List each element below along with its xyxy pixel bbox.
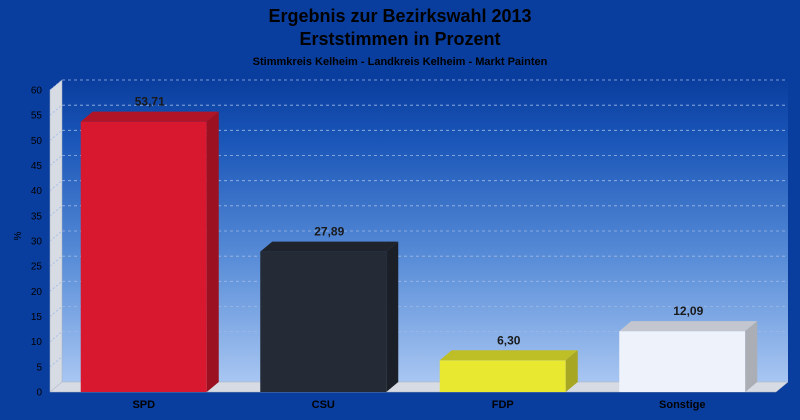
gridline: [49, 281, 63, 292]
y-tick-label: 0: [36, 388, 42, 399]
gridline: [49, 79, 63, 91]
x-tick-label: SPD: [132, 399, 155, 411]
plot-left-wall: [49, 79, 63, 393]
y-tick-label: 25: [31, 262, 43, 273]
chart-subtitle: Erststimmen in Prozent: [299, 29, 500, 49]
gridline: [49, 180, 63, 191]
y-tick-label: 60: [31, 86, 43, 97]
x-tick-label: CSU: [312, 399, 335, 411]
gridline: [49, 230, 63, 242]
bar-side: [745, 321, 758, 392]
chart-caption: Stimmkreis Kelheim - Landkreis Kelheim -…: [253, 56, 548, 68]
bar-top: [80, 111, 219, 122]
bar-value-label: 53,71: [135, 95, 165, 109]
gridline: [49, 356, 63, 368]
y-tick-label: 20: [31, 287, 43, 298]
bar: [619, 331, 746, 392]
bar-value-label: 6,30: [497, 333, 521, 347]
bar: [439, 360, 566, 392]
bar: [80, 121, 207, 392]
y-tick-label: 50: [31, 136, 43, 147]
gridline: [49, 130, 63, 141]
bar-top: [260, 241, 399, 252]
gridline: [49, 205, 63, 217]
chart-title: Ergebnis zur Bezirkswahl 2013: [268, 6, 531, 26]
plot-area: 0 5 10 15 20 25 30 35 40 45 50 55 60 53,71 SPD 27,89 CSU…: [31, 79, 789, 411]
bar-value-label: 12,09: [673, 304, 703, 318]
y-tick-label: 15: [31, 312, 43, 323]
bar-side: [206, 111, 219, 392]
x-tick-label: FDP: [492, 399, 514, 411]
bar-value-label: 27,89: [314, 225, 344, 239]
bar-top: [439, 350, 578, 361]
gridline: [49, 155, 63, 166]
bar-side: [386, 241, 399, 392]
bar-side: [565, 350, 578, 392]
bar: [260, 251, 387, 392]
y-tick-label: 55: [31, 111, 43, 122]
y-tick-label: 30: [31, 237, 43, 248]
bar-top: [619, 321, 758, 332]
y-tick-label: 45: [31, 161, 43, 172]
gridline: [49, 104, 63, 116]
y-tick-label: 40: [31, 186, 43, 197]
gridline: [49, 255, 63, 267]
y-axis-label: %: [13, 231, 24, 240]
x-tick-label: Sonstige: [659, 399, 705, 411]
y-tick-label: 35: [31, 211, 43, 222]
y-tick-label: 5: [36, 362, 42, 373]
y-tick-label: 10: [31, 337, 43, 348]
gridline: [49, 306, 63, 317]
gridline: [49, 331, 63, 342]
